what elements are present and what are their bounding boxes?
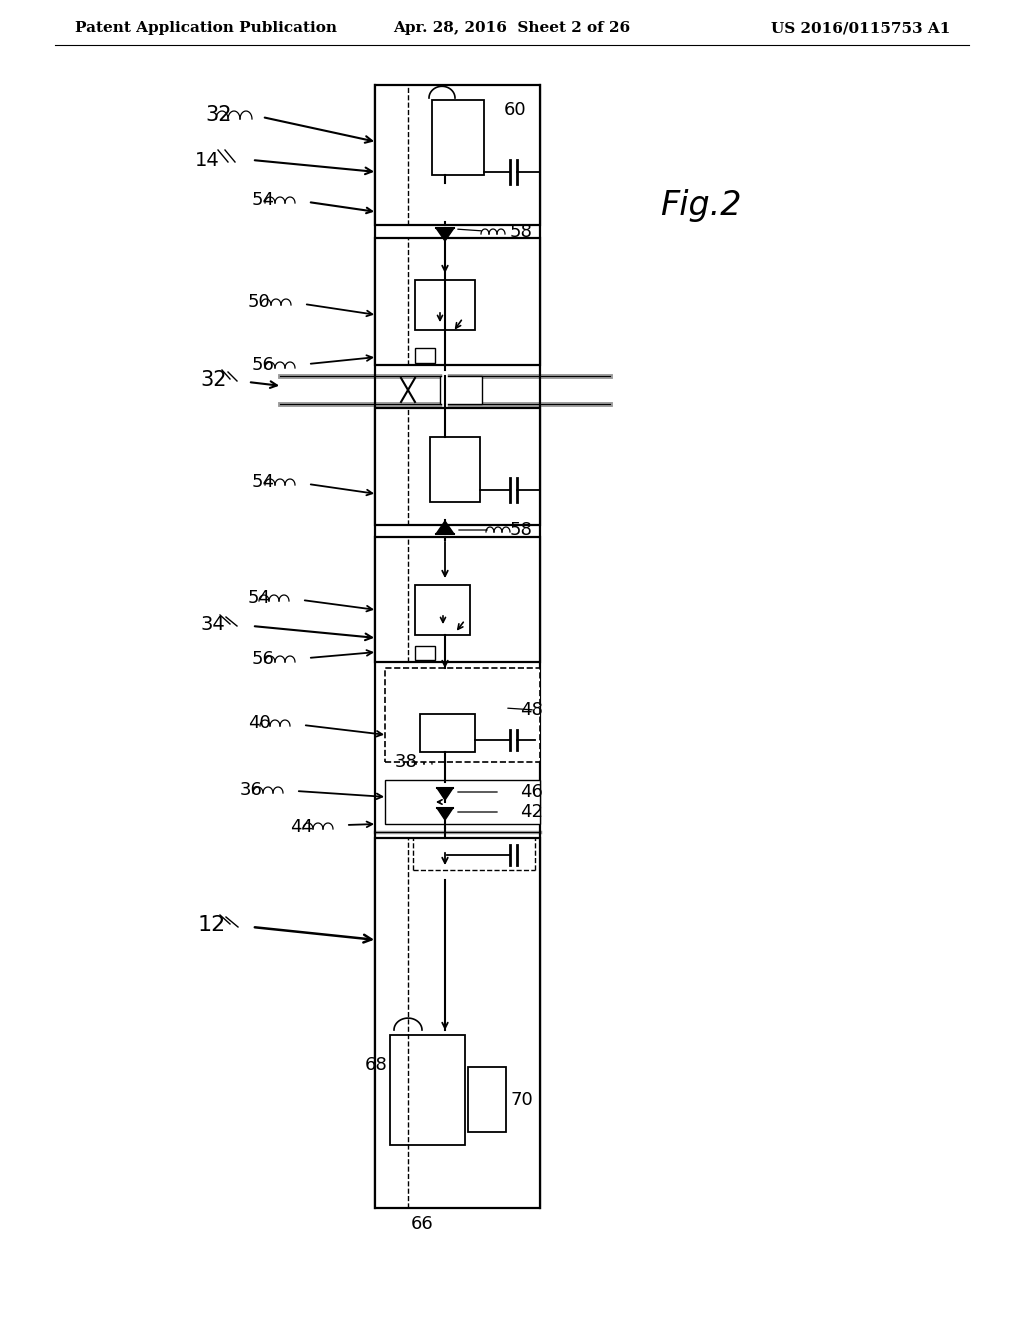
Bar: [415, 280, 475, 330]
Text: 12: 12: [198, 915, 226, 935]
Bar: [415, 645, 435, 660]
Text: 48: 48: [520, 701, 543, 719]
Text: 44: 44: [290, 818, 313, 836]
Bar: [432, 100, 484, 176]
Text: 32: 32: [200, 370, 226, 389]
Text: Patent Application Publication: Patent Application Publication: [75, 21, 337, 36]
Text: 58: 58: [510, 223, 532, 242]
Bar: [375, 408, 540, 525]
Bar: [385, 780, 540, 824]
Text: 40: 40: [248, 714, 270, 733]
Bar: [385, 668, 540, 762]
Bar: [375, 838, 540, 1208]
Text: 14: 14: [195, 150, 220, 169]
Bar: [440, 376, 482, 404]
Text: 32: 32: [205, 106, 231, 125]
Text: 38: 38: [395, 752, 418, 771]
Text: 52: 52: [406, 535, 428, 553]
Text: 58: 58: [510, 521, 532, 539]
Text: 36: 36: [240, 781, 263, 799]
Bar: [430, 437, 480, 502]
Text: 54: 54: [248, 589, 271, 607]
Text: 68: 68: [366, 1056, 388, 1074]
Bar: [415, 585, 470, 635]
Bar: [420, 714, 475, 752]
Text: 50: 50: [248, 293, 270, 312]
Bar: [375, 537, 540, 663]
Text: 42: 42: [520, 803, 543, 821]
Text: 46: 46: [520, 783, 543, 801]
Text: Fig.2: Fig.2: [660, 189, 741, 222]
Text: 66: 66: [411, 1214, 433, 1233]
Bar: [375, 238, 540, 366]
Text: 54: 54: [252, 473, 275, 491]
Polygon shape: [436, 521, 454, 535]
Text: 56: 56: [252, 649, 274, 668]
Text: US 2016/0115753 A1: US 2016/0115753 A1: [771, 21, 950, 36]
Polygon shape: [437, 808, 453, 820]
Bar: [390, 1035, 465, 1144]
Text: 56: 56: [252, 356, 274, 374]
Text: 54: 54: [252, 191, 275, 209]
Bar: [468, 1067, 506, 1133]
Text: 60: 60: [504, 102, 526, 119]
Polygon shape: [437, 788, 453, 800]
Bar: [415, 348, 435, 363]
Bar: [375, 84, 540, 224]
Text: 34: 34: [200, 615, 224, 635]
Text: Apr. 28, 2016  Sheet 2 of 26: Apr. 28, 2016 Sheet 2 of 26: [393, 21, 631, 36]
Text: 70: 70: [511, 1092, 534, 1109]
Polygon shape: [436, 228, 454, 242]
